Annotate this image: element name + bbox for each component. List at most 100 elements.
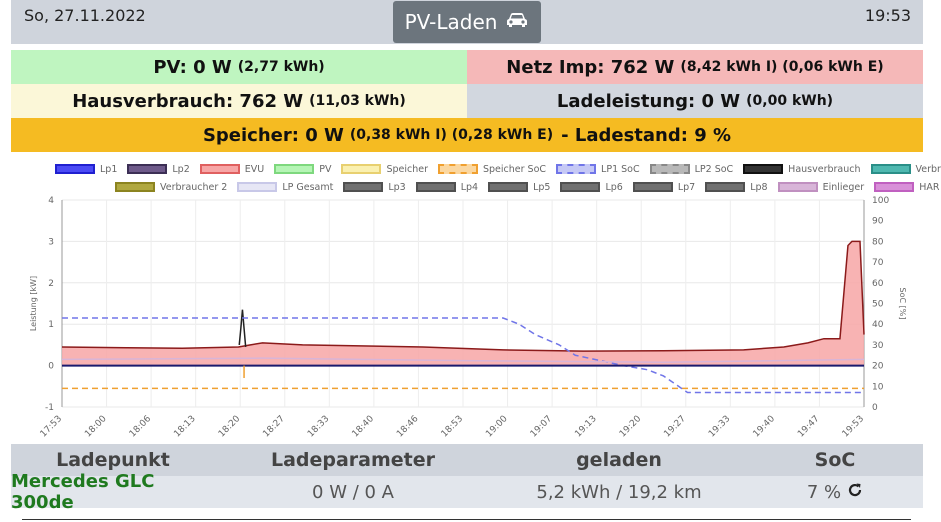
x-tick-label: 18:00	[83, 414, 109, 440]
legend-swatch	[341, 164, 382, 174]
legend-swatch	[743, 164, 784, 174]
legend-item[interactable]: LP Gesamt	[237, 182, 333, 193]
legend-item[interactable]: Lp1	[55, 164, 117, 175]
storage-value: Speicher: 0 W	[202, 124, 344, 146]
legend-item[interactable]: Lp8	[705, 181, 768, 193]
legend-swatch	[415, 182, 456, 192]
x-tick-label: 18:27	[261, 414, 286, 439]
header-ladepunkt: Ladepunkt	[56, 449, 170, 471]
status-row-2: Hausverbrauch: 762 W (11,03 kWh) Ladelei…	[11, 84, 923, 118]
storage-soc: - Ladestand: 9 %	[561, 124, 732, 146]
legend-label: LP1 SoC	[601, 163, 640, 175]
legend-swatch	[115, 182, 155, 192]
header-ladeparameter: Ladeparameter	[270, 449, 436, 471]
y-tick-label-right: 90	[872, 217, 884, 227]
legend-item[interactable]: EVU	[199, 163, 265, 175]
legend-label: Hausverbrauch	[788, 163, 861, 175]
legend-swatch	[632, 182, 673, 192]
legend-label: Lp1	[100, 163, 118, 175]
soc-value: 7 %	[806, 481, 842, 503]
grid-value: Netz Imp: 762 W	[506, 56, 675, 78]
x-tick-label: 19:07	[529, 414, 554, 439]
vehicle-name[interactable]: Mercedes GLC 300de	[11, 471, 155, 513]
legend-label: PV	[319, 163, 332, 175]
x-tick-label: 19:13	[573, 414, 598, 439]
x-tick-label: 17:53	[39, 414, 64, 439]
legend-swatch	[870, 164, 911, 174]
legend-swatch	[438, 164, 478, 174]
legend-label: EVU	[244, 163, 265, 175]
legend-label: LP2 SoC	[694, 163, 734, 175]
x-tick-label: 19:00	[484, 414, 510, 440]
charge-point-table: Ladepunkt Ladeparameter geladen SoC Merc…	[11, 444, 923, 513]
legend-item[interactable]: Lp2	[127, 164, 190, 175]
pv-detail: (2,77 kWh)	[237, 59, 325, 75]
legend-swatch	[237, 182, 278, 192]
refresh-icon[interactable]	[847, 482, 863, 503]
legend-item[interactable]: Lp3	[343, 181, 406, 193]
legend-label: Lp3	[388, 181, 406, 193]
legend-item[interactable]: Einlieger	[777, 182, 864, 193]
x-tick-label: 19:27	[662, 414, 687, 439]
legend-label: Lp6	[605, 181, 623, 193]
y-tick-label-right: 80	[872, 237, 884, 247]
legend-item[interactable]: Hausverbrauch	[743, 163, 861, 175]
legend-swatch	[488, 182, 529, 192]
x-tick-label: 19:47	[796, 414, 821, 439]
y-tick-label-right: 30	[872, 341, 884, 351]
legend-label: HAR	[919, 181, 940, 193]
legend-label: Verbraucher 1	[915, 163, 941, 175]
charging-power-status: Ladeleistung: 0 W (0,00 kWh)	[467, 84, 923, 118]
legend-label: LP Gesamt	[282, 181, 334, 193]
y-tick-label-right: 50	[872, 300, 884, 310]
x-tick-label: 19:33	[707, 414, 732, 439]
series-line-evu	[61, 240, 865, 352]
y-tick-label: 3	[48, 237, 54, 247]
table-header: Ladepunkt Ladeparameter geladen SoC	[11, 444, 923, 476]
y-tick-label-right: 70	[872, 258, 884, 268]
x-tick-label: 18:20	[217, 414, 243, 440]
x-tick-label: 18:33	[306, 414, 331, 439]
y-axis-title: Leistung [kW]	[29, 276, 38, 331]
x-tick-label: 18:53	[440, 414, 465, 439]
legend-item[interactable]: Verbraucher 1	[870, 163, 941, 175]
legend-item[interactable]: PV	[274, 164, 331, 175]
series-line-lp1-soc	[62, 317, 864, 394]
series-line-hausverbrauch	[238, 309, 247, 348]
legend-label: Lp8	[750, 181, 768, 193]
legend-item[interactable]: Speicher	[341, 164, 428, 175]
legend-label: Speicher	[386, 163, 428, 175]
legend-item[interactable]: Lp4	[415, 182, 478, 193]
house-detail: (11,03 kWh)	[309, 93, 406, 109]
charge-mode-button[interactable]: PV-Laden	[393, 1, 541, 43]
charging-detail: (0,00 kWh)	[746, 93, 834, 109]
y-tick-label: 1	[48, 320, 54, 330]
x-tick-label: 18:06	[128, 414, 154, 440]
y-axis-title-right: SoC [%]	[898, 288, 907, 320]
top-bar: So, 27.11.2022 PV-Laden 19:53	[11, 0, 923, 44]
legend-swatch	[649, 164, 690, 174]
legend-item[interactable]: Verbraucher 2	[115, 182, 227, 193]
legend-item[interactable]: Lp6	[560, 181, 623, 193]
legend-item[interactable]: LP2 SoC	[649, 163, 734, 175]
legend-item[interactable]: HAR	[874, 182, 939, 193]
legend-item[interactable]: Speicher SoC	[438, 164, 546, 175]
y-tick-label-right: 20	[872, 362, 884, 372]
x-tick-label: 19:40	[752, 414, 778, 440]
car-icon	[505, 10, 529, 34]
pv-status: PV: 0 W (2,77 kWh)	[11, 50, 467, 84]
legend-swatch	[705, 182, 746, 192]
storage-status: Speicher: 0 W (0,38 kWh I) (0,28 kWh E) …	[11, 118, 923, 152]
legend-swatch	[199, 164, 240, 174]
y-tick-label-right: 40	[872, 320, 884, 330]
legend-item[interactable]: LP1 SoC	[556, 164, 640, 175]
y-tick-label-right: 10	[872, 382, 884, 392]
chart-legend: Lp1 Lp2 EVU PV Speicher Speicher SoC LP1 SoC LP…	[55, 160, 941, 196]
y-tick-label-right: 60	[872, 279, 884, 289]
pv-value: PV: 0 W	[153, 56, 232, 78]
status-row-1: PV: 0 W (2,77 kWh) Netz Imp: 762 W (8,42…	[11, 50, 923, 84]
legend-item[interactable]: Lp5	[488, 182, 550, 193]
legend-item[interactable]: Lp7	[632, 182, 695, 193]
date-label: So, 27.11.2022	[24, 6, 146, 25]
charged-amount: 5,2 kWh / 19,2 km	[536, 481, 702, 503]
